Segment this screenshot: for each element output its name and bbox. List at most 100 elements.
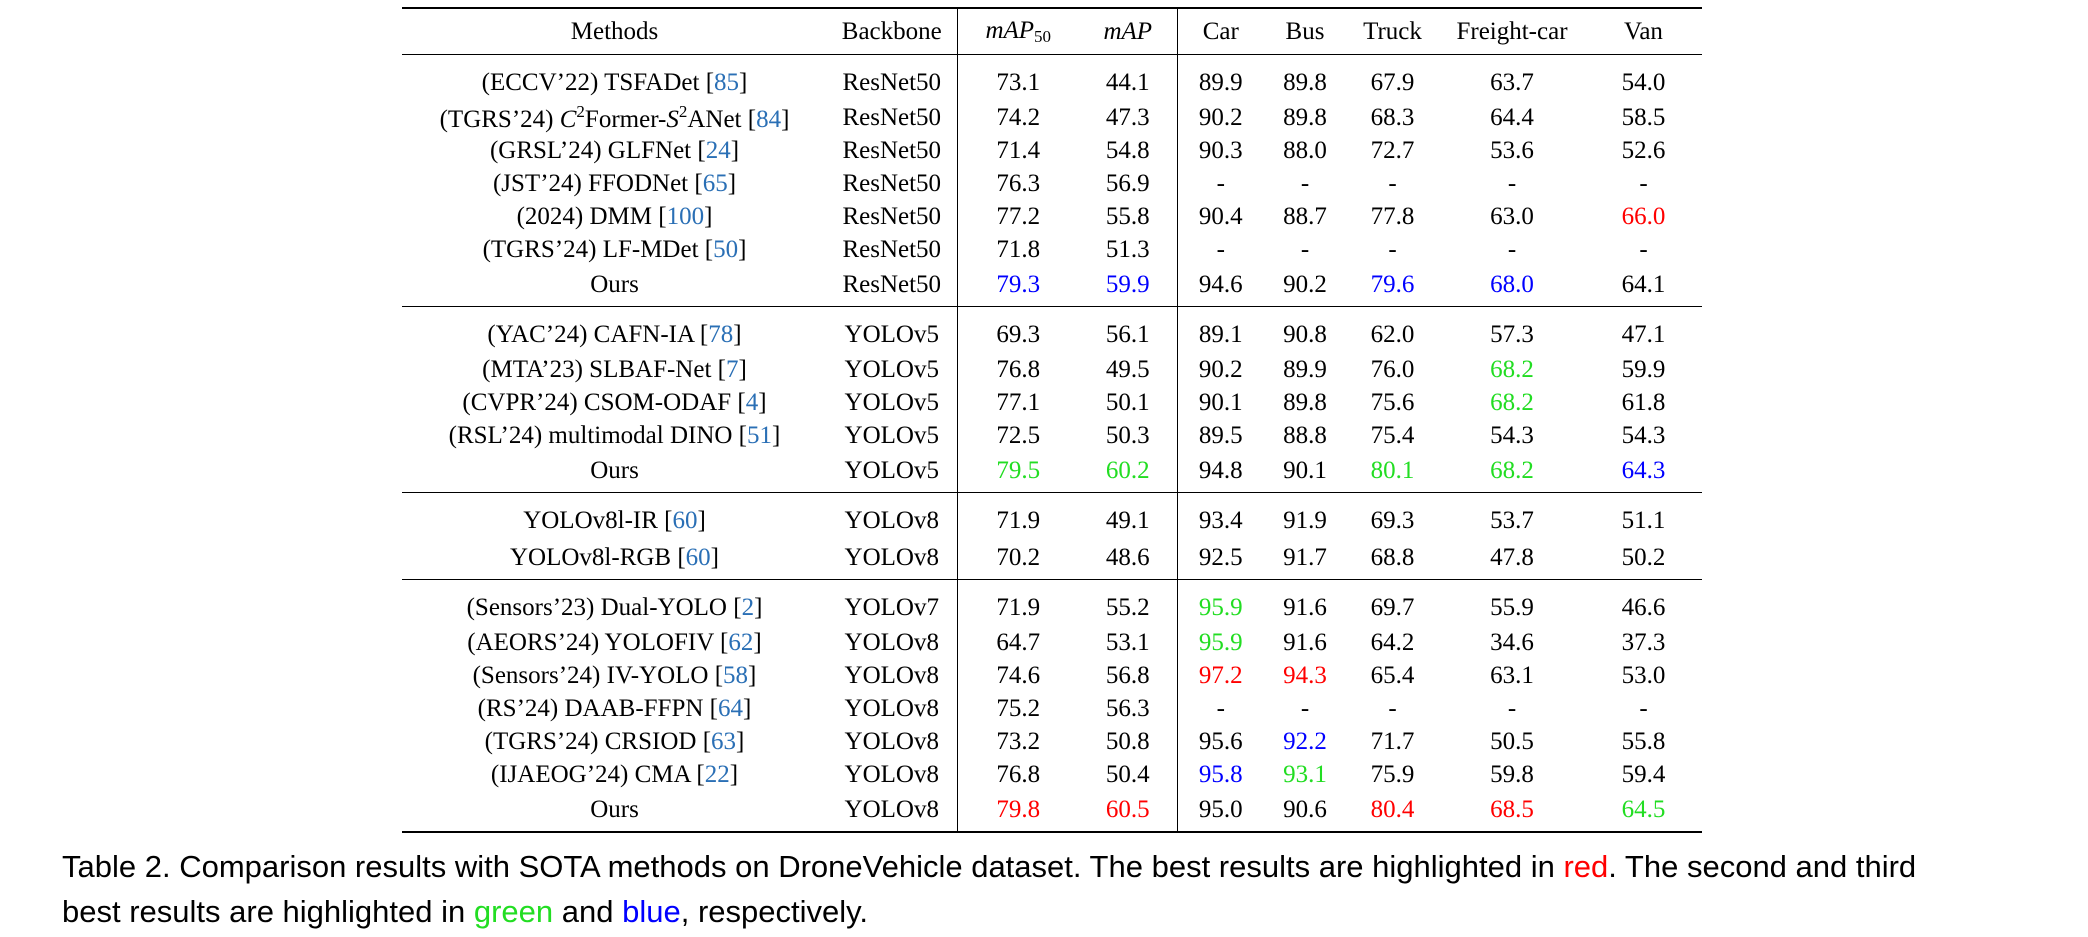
citation-link[interactable]: 100 <box>666 203 705 230</box>
citation-link[interactable]: 24 <box>705 137 731 164</box>
cell-van: 64.1 <box>1621 270 1666 298</box>
cell-map: 55.2 <box>1079 579 1178 626</box>
cell-freight-car: 50.5 <box>1490 728 1534 755</box>
table-header: Methods Backbone mAP50 mAP Car Bus Truck… <box>402 8 1702 55</box>
cell-bus: 90.2 <box>1283 270 1327 298</box>
cell-bus: - <box>1300 695 1310 722</box>
cell-car: - <box>1216 695 1225 722</box>
citation-link[interactable]: 65 <box>702 170 728 197</box>
method-text: (Sensors’23) Dual-YOLO [ <box>466 593 742 621</box>
cell-truck: 69.7 <box>1370 593 1415 621</box>
cell-method: (TGRS’24) CRSIOD [63] <box>402 725 827 758</box>
cell-map: 44.1 <box>1079 54 1178 101</box>
cell-backbone: YOLOv5 <box>827 452 958 493</box>
method-text: YOLOv8l-IR [ <box>523 506 673 534</box>
caption-green-word: green <box>473 894 554 929</box>
method-text: ] <box>710 543 719 571</box>
cell-map: 49.1 <box>1079 492 1178 539</box>
cell-map50: 71.9 <box>996 593 1041 621</box>
cell-backbone: YOLOv7 <box>827 579 958 626</box>
cell-van: 46.6 <box>1621 593 1666 621</box>
table-row: (CVPR’24) CSOM-ODAF [4] YOLOv5 77.1 50.1 90.… <box>402 386 1702 419</box>
citation-link[interactable]: 63 <box>711 728 737 755</box>
method-text: ] <box>772 422 781 449</box>
method-text: ] <box>736 728 745 755</box>
header-freight-car: Freight-car <box>1456 18 1568 45</box>
method-text: ] <box>748 662 757 689</box>
cell-car: - <box>1216 236 1225 263</box>
cell-map50: 71.4 <box>996 137 1041 164</box>
cell-method: Ours <box>402 791 827 832</box>
citation-link[interactable]: 60 <box>685 543 711 571</box>
citation-link[interactable]: 60 <box>672 506 698 534</box>
citation-link[interactable]: 64 <box>717 695 743 722</box>
method-text: ] <box>730 137 740 164</box>
header-methods: Methods <box>570 18 659 45</box>
cell-van: 50.2 <box>1621 543 1666 571</box>
citation-link[interactable]: 78 <box>708 320 734 348</box>
cell-truck: 75.9 <box>1370 761 1415 788</box>
cell-bus: - <box>1300 170 1310 197</box>
table-group: (YAC’24) CAFN-IA [78] YOLOv5 69.3 56.1 89.1 9… <box>402 306 1702 493</box>
citation-link[interactable]: 51 <box>747 422 773 449</box>
header-map50-sub: 50 <box>1034 27 1052 46</box>
cell-truck: 79.6 <box>1370 270 1415 298</box>
cell-van: 37.3 <box>1621 629 1666 656</box>
cell-map50: 76.8 <box>996 761 1041 788</box>
header-map: mAP <box>1079 8 1178 55</box>
method-text: ] <box>738 356 747 383</box>
cell-map50: 74.2 <box>996 104 1041 131</box>
cell-freight-car: 55.9 <box>1490 593 1534 621</box>
cell-car: - <box>1216 170 1225 197</box>
citation-link[interactable]: 58 <box>723 662 749 689</box>
table-row: (Sensors’23) Dual-YOLO [2] YOLOv7 71.9 55.2… <box>402 579 1702 626</box>
cell-truck: 65.4 <box>1370 662 1415 689</box>
cell-bus: 91.7 <box>1283 543 1327 571</box>
method-text: (Sensors’24) IV-YOLO [ <box>472 662 724 689</box>
citation-link[interactable]: 50 <box>713 236 739 263</box>
header-bus: Bus <box>1285 18 1325 45</box>
cell-car: 95.0 <box>1198 795 1243 823</box>
citation-link[interactable]: 84 <box>756 106 782 133</box>
citation-link[interactable]: 85 <box>714 68 740 96</box>
table-row: (Sensors’24) IV-YOLO [58] YOLOv8 74.6 56.8 9… <box>402 659 1702 692</box>
method-text: ANet [ <box>687 106 757 133</box>
citation-link[interactable]: 4 <box>745 389 759 416</box>
cell-freight-car: 54.3 <box>1490 422 1534 449</box>
cell-truck: 68.3 <box>1370 104 1415 131</box>
caption-blue-word: blue <box>622 894 681 929</box>
cell-van: 53.0 <box>1621 662 1666 689</box>
cell-backbone: YOLOv8 <box>827 492 958 539</box>
cell-map: 51.3 <box>1079 233 1178 266</box>
cell-truck: 75.6 <box>1370 389 1415 416</box>
table-row: YOLOv8l-IR [60] YOLOv8 71.9 49.1 93.4 91.9 69.… <box>402 492 1702 539</box>
cell-bus: 91.6 <box>1283 593 1327 621</box>
cell-van: 54.3 <box>1621 422 1666 449</box>
cell-method: Ours <box>402 266 827 307</box>
cell-car: 90.3 <box>1198 137 1243 164</box>
method-text: ] <box>739 68 748 96</box>
citation-link[interactable]: 2 <box>741 593 755 621</box>
citation-link[interactable]: 62 <box>728 629 754 656</box>
method-text: (CVPR’24) CSOM-ODAF [ <box>462 389 746 416</box>
cell-map50: 73.2 <box>996 728 1041 755</box>
cell-map: 60.2 <box>1079 452 1178 493</box>
citation-link[interactable]: 7 <box>725 356 739 383</box>
cell-bus: 89.8 <box>1283 68 1327 96</box>
table-row: (TGRS’24) C2Former-S2ANet [84] ResNet50 74… <box>402 101 1702 134</box>
cell-map50: 72.5 <box>996 422 1041 449</box>
cell-map: 53.1 <box>1079 626 1178 659</box>
citation-link[interactable]: 22 <box>704 761 730 788</box>
cell-map50: 77.2 <box>996 203 1041 230</box>
cell-backbone: ResNet50 <box>827 101 958 134</box>
cell-backbone: YOLOv8 <box>827 692 958 725</box>
cell-map: 56.8 <box>1079 659 1178 692</box>
cell-bus: 88.8 <box>1283 422 1327 449</box>
table-row: (AEORS’24) YOLOFIV [62] YOLOv8 64.7 53.1 95.… <box>402 626 1702 659</box>
superscript: 2 <box>678 102 688 121</box>
cell-backbone: YOLOv8 <box>827 791 958 832</box>
method-text: (TGRS’24) <box>439 106 560 133</box>
cell-van: 47.1 <box>1621 320 1666 348</box>
table-row: (JST’24) FFODNet [65] ResNet50 76.3 56.9- - -… <box>402 167 1702 200</box>
cell-van: 59.9 <box>1621 356 1666 383</box>
